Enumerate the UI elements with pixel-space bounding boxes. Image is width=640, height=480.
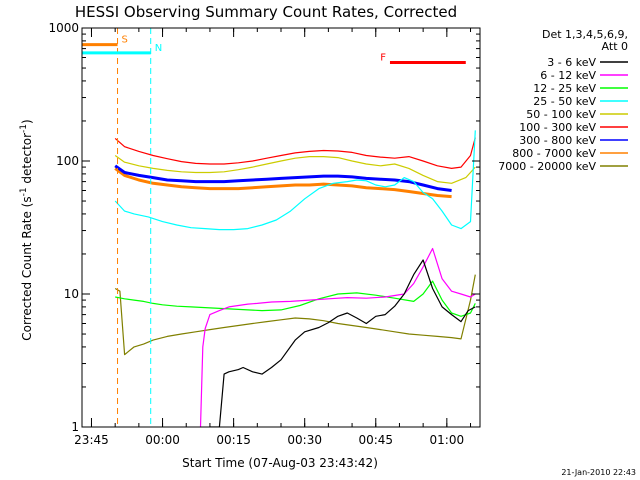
y-tick-label: 1000	[48, 21, 79, 35]
series-line-300-800keV	[114, 164, 452, 192]
legend-item-label: 3 - 6 keV	[547, 56, 596, 69]
legend-item-label: 100 - 300 keV	[519, 121, 596, 134]
series-line-800-7000keV	[114, 167, 452, 199]
legend-header-line-2: Att 0	[602, 40, 628, 53]
series-line-12-25keV	[115, 280, 476, 317]
legend-item-label: 6 - 12 keV	[540, 69, 596, 82]
event-bar-label: S	[122, 35, 128, 46]
marker-layer	[82, 28, 466, 427]
timestamp: 21-Jan-2010 22:43	[561, 468, 636, 477]
legend-item-label: 25 - 50 keV	[533, 95, 596, 108]
x-tick-label: 00:00	[145, 433, 180, 447]
series-line-3-6keV	[209, 259, 476, 427]
x-tick-label: 00:15	[216, 433, 251, 447]
x-tick-label: 23:45	[74, 433, 109, 447]
event-bar-label: N	[155, 43, 162, 54]
x-axis: 23:45 00:00 00:15 00:30 00:45 01:00	[74, 28, 472, 447]
legend-item-label: 12 - 25 keV	[533, 82, 596, 95]
x-axis-label: Start Time (07-Aug-03 23:43:42)	[182, 456, 378, 470]
series-line-7000-20000keV	[114, 274, 476, 356]
series-layer	[114, 130, 476, 427]
series-line-50-100keV	[114, 155, 476, 184]
x-tick-label: 00:45	[358, 433, 393, 447]
y-tick-label: 1	[71, 420, 79, 434]
legend-item-label: 50 - 100 keV	[526, 108, 596, 121]
legend-header-line-1: Det 1,3,4,5,6,9,	[542, 28, 628, 41]
y-axis: 1 10 100 1000	[48, 21, 480, 434]
legend-item-label: 7000 - 20000 keV	[498, 160, 596, 173]
series-line-100-300keV	[114, 137, 476, 169]
chart-title: HESSI Observing Summary Count Rates, Cor…	[75, 3, 457, 21]
y-axis-label: Corrected Count Rate (s-1 detector-1)	[19, 119, 34, 340]
legend-item-label: 800 - 7000 keV	[512, 147, 596, 160]
series-line-6-12keV	[199, 247, 476, 427]
y-tick-label: 100	[56, 154, 79, 168]
series-line-25-50keV	[114, 130, 476, 231]
event-bar-label: F	[380, 53, 386, 64]
legend-item-label: 300 - 800 keV	[519, 134, 596, 147]
x-tick-label: 00:30	[287, 433, 322, 447]
y-tick-label: 10	[64, 287, 79, 301]
x-tick-label: 01:00	[430, 433, 465, 447]
